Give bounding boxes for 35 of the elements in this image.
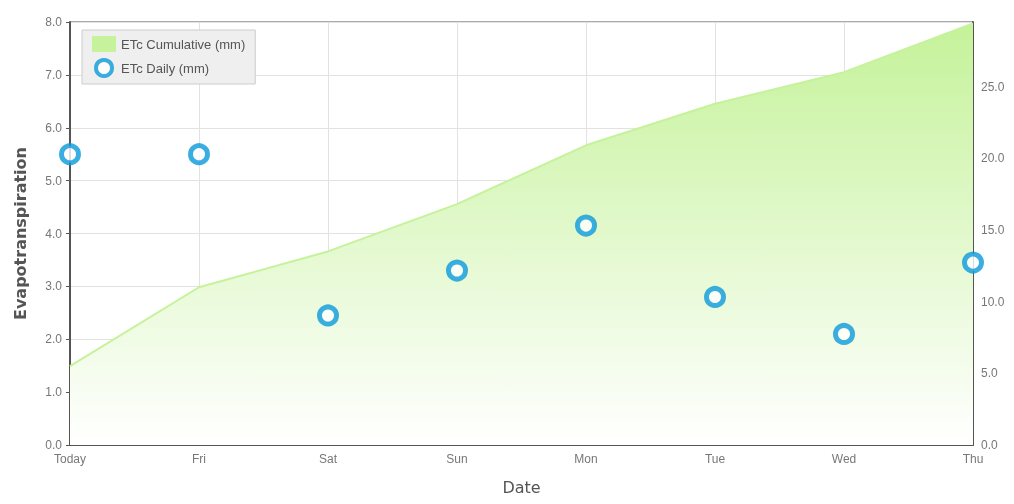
x-tick-label: Tue: [704, 452, 726, 466]
x-tick-label: Mon: [574, 452, 598, 466]
x-tick-label: Fri: [192, 452, 206, 466]
point: [188, 143, 210, 166]
x-tick-label: Wed: [831, 452, 857, 466]
y-tick-label: 1.0: [45, 385, 63, 400]
point: [962, 251, 984, 274]
point: [704, 285, 726, 308]
y-tick-label: 3.0: [45, 279, 63, 294]
point: [575, 214, 597, 237]
y2-tick-label: 0.0: [981, 438, 999, 452]
y2-tick-label: 25.0: [981, 79, 1005, 94]
x-tick-label: Sat: [318, 452, 338, 466]
point: [59, 143, 81, 166]
x-axis-title: Date: [502, 477, 541, 497]
point: [833, 322, 855, 345]
point: [446, 259, 468, 282]
y-tick-label: 7.0: [45, 67, 63, 82]
y2-tick-label: 20.0: [981, 151, 1005, 166]
x-tick-label: Today: [53, 452, 87, 466]
y2-tick-label: 5.0: [981, 366, 999, 381]
y-axis-title: Evapotranspiration: [10, 147, 30, 320]
y-tick-label: 8.0: [45, 15, 63, 29]
y-tick-label: 0.0: [45, 438, 63, 452]
y2-tick-label: 10.0: [981, 294, 1005, 309]
y-tick-label: 4.0: [45, 226, 63, 241]
point: [317, 304, 339, 327]
y2-tick-label: 15.0: [981, 222, 1005, 237]
legend-label: ETc Cumulative (mm): [121, 36, 246, 52]
x-tick-label: Sun: [446, 452, 468, 466]
x-tick-label: Thu: [962, 452, 984, 466]
y-tick-label: 2.0: [45, 332, 63, 347]
y-tick-label: 6.0: [45, 120, 63, 135]
legend-label: ETc Daily (mm): [121, 60, 210, 76]
y-tick-label: 5.0: [45, 173, 63, 188]
